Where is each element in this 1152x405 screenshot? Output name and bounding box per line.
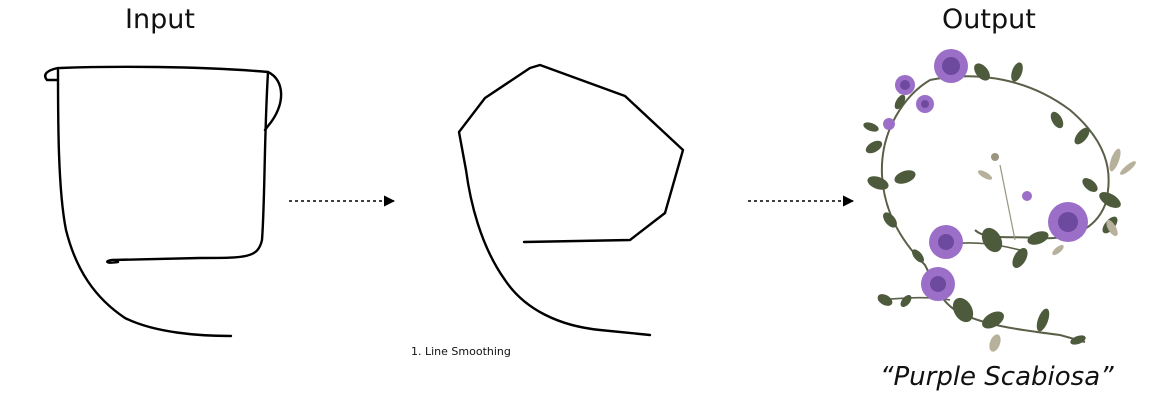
vine-sprig xyxy=(999,164,1016,241)
input-heading: Input xyxy=(125,4,195,35)
flower-small-bud xyxy=(1022,191,1032,201)
flower-lower xyxy=(921,267,955,301)
flower-bud-left xyxy=(883,118,895,130)
output-caption: “Purple Scabiosa” xyxy=(880,362,1114,392)
flower-left-mid xyxy=(916,95,934,113)
flower-left-top xyxy=(895,75,915,95)
output-heading: Output xyxy=(942,4,1036,35)
flower-dry-seedhead xyxy=(991,153,999,161)
step-caption-line-smoothing: 1. Line Smoothing xyxy=(411,345,511,358)
leaves xyxy=(863,62,1121,345)
floral-wreath-illustration xyxy=(863,49,1136,352)
smoothed-sketch xyxy=(457,63,685,337)
flower-top xyxy=(934,49,968,83)
input-sketch xyxy=(44,65,283,338)
flower-center xyxy=(929,225,963,259)
vine-main xyxy=(929,75,1110,240)
flower-right xyxy=(1048,202,1088,242)
faded-leaves xyxy=(977,148,1136,352)
